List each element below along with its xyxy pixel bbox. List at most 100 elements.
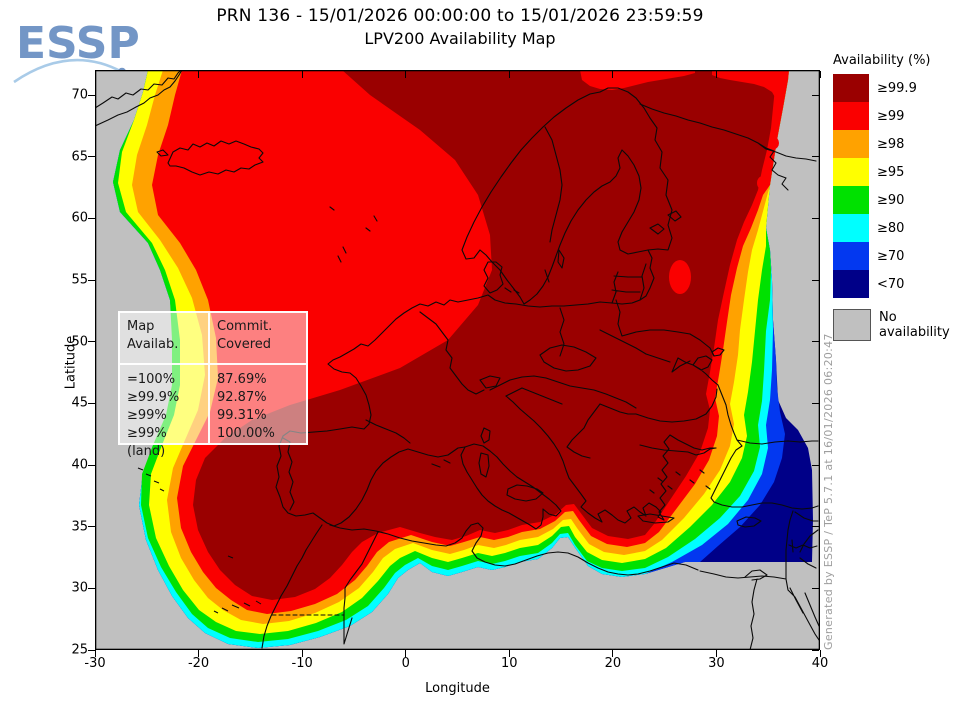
legend-item-label: <70 — [877, 276, 905, 292]
stats-col1-header-line1: Map — [127, 319, 155, 334]
islands-azores — [137, 467, 165, 492]
stats-col2-header: Commit. Covered — [210, 313, 306, 365]
x-tick-label: 40 — [811, 656, 829, 671]
coast-scandinavia — [461, 87, 673, 305]
stats-col1-values: =100% ≥99.9% ≥99% ≥99% (land) — [120, 365, 208, 461]
legend-item: ≥70 — [833, 242, 959, 270]
x-axis-label: Longitude — [425, 681, 490, 696]
islands-madeira — [227, 555, 234, 559]
legend-rows: ≥99.9 ≥99 ≥98 ≥95 ≥90 ≥80 ≥70 <70 — [833, 74, 959, 298]
title-map-type: LPV200 Availability Map — [364, 29, 556, 48]
tick-mark — [812, 341, 819, 343]
borders-internal — [282, 263, 819, 569]
y-tick-label: 30 — [71, 580, 88, 596]
tick-mark — [508, 650, 510, 657]
availability-map-plot — [95, 70, 820, 650]
y-tick-label: 25 — [71, 642, 88, 658]
legend-swatch — [833, 130, 869, 158]
tick-mark — [198, 71, 200, 78]
tick-mark — [88, 217, 95, 219]
tick-mark — [819, 71, 821, 78]
tick-mark — [819, 650, 821, 657]
x-tick-label: -20 — [187, 656, 210, 671]
tick-mark — [715, 71, 717, 78]
coast-balkans-greece — [505, 395, 717, 524]
tick-mark — [88, 94, 95, 96]
coast-faroe-shetland — [329, 206, 378, 263]
y-tick-label: 70 — [71, 87, 88, 103]
legend-no-availability-swatch — [833, 309, 871, 341]
tick-mark — [88, 464, 95, 466]
legend-swatch — [833, 242, 869, 270]
tick-mark — [405, 71, 407, 78]
y-tick-label: 65 — [71, 149, 88, 165]
red-pocket-east2 — [757, 176, 769, 190]
stats-covered-value: 99.31% — [217, 408, 267, 423]
coast-italy — [431, 427, 562, 530]
x-tick-label: 30 — [708, 656, 725, 671]
tick-mark — [812, 217, 819, 219]
legend-item: ≥99 — [833, 102, 959, 130]
legend-swatch — [833, 186, 869, 214]
legend-item: ≥98 — [833, 130, 959, 158]
stats-col-commit-covered: Commit. Covered 87.69% 92.87% 99.31% 100.00… — [210, 313, 306, 443]
legend-swatch — [833, 102, 869, 130]
legend-swatch — [833, 270, 869, 298]
coast-blacksea-turkey — [671, 347, 820, 641]
y-tick-label: 55 — [71, 272, 88, 288]
tick-mark — [301, 71, 303, 78]
y-tick-label: 45 — [71, 395, 88, 411]
y-tick-label: 40 — [71, 457, 88, 473]
legend-item-label: ≥99 — [877, 108, 905, 124]
x-tick-label: -10 — [291, 656, 313, 671]
tick-mark — [301, 650, 303, 657]
red-pocket-east1 — [769, 137, 779, 149]
river-nile — [744, 569, 768, 650]
tick-mark — [94, 650, 96, 657]
plot-frame — [95, 70, 820, 650]
page-title: PRN 136 - 15/01/2026 00:00:00 to 15/01/2… — [140, 4, 780, 50]
legend-item: <70 — [833, 270, 959, 298]
tick-mark — [405, 650, 407, 657]
legend-no-availability-label: No availability — [879, 310, 950, 340]
tick-mark — [612, 71, 614, 78]
tick-mark — [198, 650, 200, 657]
legend-item-label: ≥90 — [877, 192, 905, 208]
stats-availability-value: ≥99% — [127, 408, 167, 423]
tick-mark — [812, 587, 819, 589]
tick-mark — [88, 526, 95, 528]
legend-item: ≥80 — [833, 214, 959, 242]
legend-item-label: ≥99.9 — [877, 80, 917, 96]
tick-mark — [508, 71, 510, 78]
legend-item-label: ≥95 — [877, 164, 905, 180]
tick-mark — [812, 94, 819, 96]
map-legend: Availability (%) ≥99.9 ≥99 ≥98 ≥95 ≥90 ≥80 ≥70… — [833, 53, 959, 341]
tick-mark — [88, 402, 95, 404]
legend-item-label: ≥80 — [877, 220, 905, 236]
tick-mark — [812, 156, 819, 158]
red-top-strip-west — [580, 70, 695, 90]
tick-mark — [94, 71, 96, 78]
availability-stats-box: Map Availab. =100% ≥99.9% ≥99% ≥99% (land) … — [118, 311, 308, 459]
stats-covered-value: 100.00% — [217, 426, 275, 441]
coast-russia-north — [639, 103, 817, 191]
x-tick-label: 10 — [501, 656, 518, 671]
band-ge999 — [193, 70, 776, 600]
coast-greenland — [95, 70, 183, 127]
tick-mark — [812, 526, 819, 528]
legend-item-label: ≥70 — [877, 248, 905, 264]
red-pocket-baltic — [669, 260, 691, 294]
tick-mark — [88, 279, 95, 281]
tick-mark — [88, 156, 95, 158]
stats-covered-value: 92.87% — [217, 390, 267, 405]
tick-mark — [88, 587, 95, 589]
stats-availability-value: ≥99% (land) — [127, 426, 167, 459]
coast-iceland — [156, 140, 264, 176]
x-tick-label: 20 — [604, 656, 622, 671]
tick-mark — [812, 402, 819, 404]
tick-mark — [715, 650, 717, 657]
stats-col1-header-line2: Availab. — [127, 337, 179, 352]
logo-swoosh — [13, 58, 123, 84]
y-tick-label: 60 — [71, 210, 88, 226]
